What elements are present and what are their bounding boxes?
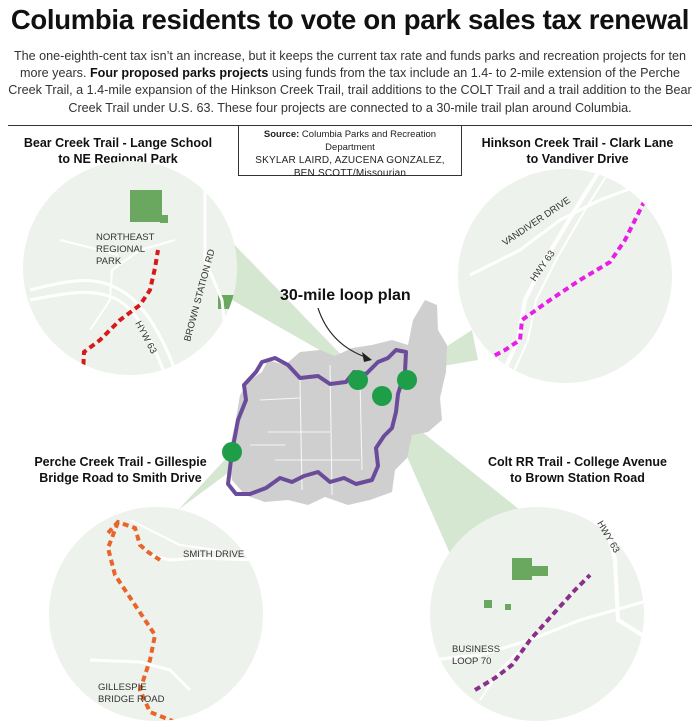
hinkson-creek-title: Hinkson Creek Trail - Clark Lane to Vand… — [470, 136, 685, 167]
header-rule — [8, 125, 692, 126]
colt-rr-title: Colt RR Trail - College Avenue to Brown … — [470, 455, 685, 486]
marker-bear-creek[interactable] — [348, 370, 368, 390]
source-text: Columbia Parks and Recreation Department — [299, 129, 437, 153]
colt-title-line1: Colt RR Trail - College Avenue — [488, 455, 667, 469]
intro-text-1: The one-eighth-cent tax isn’t an increas… — [13, 49, 687, 81]
intro-text-2: using funds from the tax include an 1.4-… — [8, 66, 692, 115]
bear-title-line1: Bear Creek Trail - Lange School — [23, 136, 213, 150]
credit-outlet: /Missourian — [352, 168, 407, 179]
colt-label-business2: LOOP 70 — [452, 656, 491, 667]
colt-title-line2: to Brown Station Road — [510, 470, 645, 485]
perche-connector-cone — [178, 452, 232, 510]
perche-label-gillespie1: GILLESPIE — [98, 682, 147, 693]
perche-creek-inset: SMITH DRIVE GILLESPIE BRIDGE ROAD — [49, 507, 263, 721]
bear-connector-cone — [225, 235, 358, 372]
source-label: Source: — [263, 129, 300, 140]
hinkson-title-line2: to Vandiver Drive — [526, 151, 629, 166]
intro-paragraph: The one-eighth-cent tax isn’t an increas… — [8, 48, 692, 117]
colt-label-business1: BUSINESS — [452, 644, 500, 655]
marker-hinkson-creek[interactable] — [397, 370, 417, 390]
bear-creek-title: Bear Creek Trail - Lange School to NE Re… — [8, 136, 228, 167]
intro-bold: Four proposed parks projects — [89, 66, 269, 81]
bear-creek-inset: NORTHEAST REGIONAL PARK BROWN STATION RD… — [23, 161, 237, 375]
bear-title-line2: to NE Regional Park — [58, 151, 178, 166]
perche-creek-title: Perche Creek Trail - Gillespie Bridge Ro… — [8, 455, 233, 486]
perche-label-smith-drive: SMITH DRIVE — [183, 549, 244, 560]
colt-rr-inset: HWY 63 BUSINESS LOOP 70 — [430, 507, 644, 721]
hinkson-title-line1: Hinkson Creek Trail - Clark Lane — [481, 136, 674, 150]
bear-label-park3: PARK — [96, 256, 122, 267]
perche-title-line2: Bridge Road to Smith Drive — [39, 470, 202, 485]
marker-perche-creek[interactable] — [222, 442, 242, 462]
credit-names: BEN SCOTT — [293, 168, 353, 179]
credit-line-1: SKYLAR LAIRD, AZUCENA GONZALEZ, — [255, 155, 445, 166]
marker-colt-rr[interactable] — [372, 386, 392, 406]
loop-plan-arrow — [317, 307, 369, 359]
bear-label-park2: REGIONAL — [96, 244, 145, 255]
loop-plan-arrowhead — [362, 352, 372, 362]
hinkson-creek-inset: VANDIVER DRIVE HWY 63 — [458, 169, 672, 383]
perche-label-gillespie2: BRIDGE ROAD — [98, 694, 165, 705]
source-box: Source: Columbia Parks and Recreation De… — [238, 126, 462, 179]
columbia-city-area — [228, 300, 447, 505]
bear-label-park1: NORTHEAST — [96, 232, 155, 243]
headline: Columbia residents to vote on park sales… — [10, 4, 690, 35]
perche-title-line1: Perche Creek Trail - Gillespie — [34, 455, 207, 469]
loop-plan-label: 30-mile loop plan — [280, 287, 411, 304]
